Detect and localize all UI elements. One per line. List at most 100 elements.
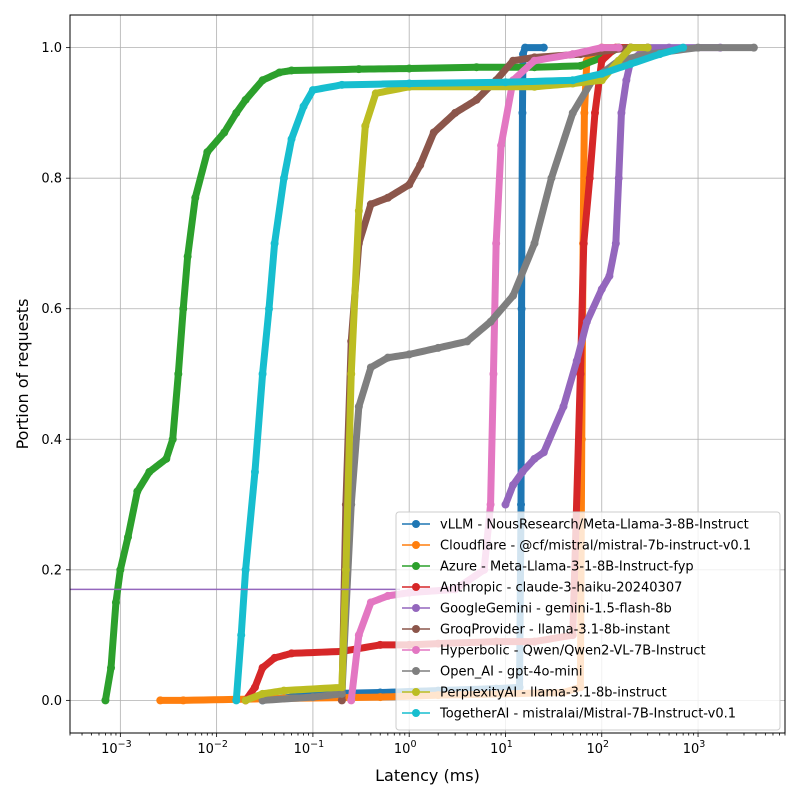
data-point	[308, 86, 317, 95]
data-point	[337, 696, 346, 705]
x-axis-label: Latency (ms)	[375, 766, 480, 785]
data-point	[429, 128, 438, 137]
x-tick-label: 102	[586, 739, 609, 757]
data-point	[416, 161, 425, 170]
data-point	[383, 591, 392, 600]
data-point	[614, 43, 623, 52]
data-point	[582, 317, 591, 326]
data-point	[354, 631, 363, 640]
data-point	[376, 640, 385, 649]
data-point	[337, 683, 346, 692]
x-tick-label: 103	[683, 739, 706, 757]
data-point	[237, 631, 246, 640]
data-point	[275, 68, 284, 77]
data-point	[472, 63, 481, 72]
data-point	[597, 76, 606, 85]
data-point	[258, 696, 267, 705]
data-point	[232, 696, 241, 705]
data-point	[509, 480, 518, 489]
series-line-core	[350, 46, 619, 701]
y-axis-label: Portion of requests	[13, 299, 32, 450]
data-point	[501, 500, 510, 509]
data-point	[241, 95, 250, 104]
data-point	[220, 128, 229, 137]
legend-label: GroqProvider - llama-3.1-8b-instant	[440, 623, 670, 638]
x-tick-label: 10−2	[197, 739, 228, 757]
data-point	[530, 239, 539, 248]
data-point	[547, 174, 556, 183]
data-point	[366, 200, 375, 209]
data-point	[643, 43, 652, 52]
data-point	[539, 43, 548, 52]
data-point	[341, 565, 350, 574]
data-point	[517, 500, 526, 509]
y-axis-ticks: 0.0 0.2 0.4 0.6 0.8 1.0	[41, 41, 70, 709]
legend-marker	[412, 604, 420, 612]
data-point	[472, 95, 481, 104]
data-point	[572, 356, 581, 365]
legend-label: TogetherAI - mistralai/Mistral-7B-Instru…	[439, 707, 736, 722]
data-point	[694, 43, 703, 52]
data-point	[258, 370, 267, 378]
data-point	[308, 693, 317, 702]
data-point	[279, 686, 288, 695]
data-point	[299, 102, 308, 111]
data-point	[376, 693, 385, 702]
legend-entry: Hyperbolic - Qwen/Qwen2-VL-7B-Instruct	[402, 644, 706, 659]
data-point	[497, 141, 506, 150]
legend-label: GoogleGemini - gemini-1.5-flash-8b	[440, 602, 672, 617]
data-point	[405, 64, 414, 73]
data-point	[287, 649, 296, 658]
x-tick-label: 101	[490, 739, 513, 757]
data-point	[258, 76, 267, 85]
data-point	[590, 108, 599, 117]
data-point	[232, 108, 241, 117]
y-tick-label: 0.0	[41, 694, 62, 709]
data-point	[405, 79, 414, 88]
data-point	[366, 598, 375, 607]
data-point	[509, 56, 518, 65]
data-point	[655, 50, 664, 59]
series-9	[232, 43, 688, 705]
data-point	[101, 696, 110, 705]
data-point	[145, 467, 154, 476]
data-point	[203, 148, 212, 157]
data-point	[501, 78, 510, 87]
data-point	[405, 350, 414, 359]
data-point	[626, 59, 635, 68]
data-point	[585, 174, 594, 183]
data-point	[265, 304, 274, 313]
data-point	[347, 370, 356, 378]
data-point	[597, 56, 606, 65]
data-point	[174, 370, 183, 378]
data-point	[489, 370, 498, 378]
data-point	[241, 696, 250, 705]
data-point	[133, 487, 142, 496]
data-point	[250, 683, 259, 692]
legend-marker	[412, 520, 420, 528]
data-point	[576, 61, 585, 70]
data-point	[366, 363, 375, 372]
data-point	[354, 402, 363, 411]
data-point	[111, 598, 120, 607]
legend-label: Cloudflare - @cf/mistral/mistral-7b-inst…	[440, 539, 751, 554]
data-point	[279, 174, 288, 183]
data-point	[270, 239, 279, 248]
legend-marker	[412, 646, 420, 654]
data-point	[383, 193, 392, 202]
legend-entry: vLLM - NousResearch/Meta-Llama-3-8B-Inst…	[402, 518, 749, 533]
y-tick-label: 0.2	[41, 563, 62, 578]
data-point	[405, 180, 414, 189]
legend-label: PerplexityAI - llama-3.1-8b-instruct	[440, 686, 667, 701]
legend-label: Open_AI - gpt-4o-mini	[440, 665, 582, 680]
legend-entry: Open_AI - gpt-4o-mini	[402, 665, 582, 680]
data-point	[626, 43, 635, 52]
data-point	[451, 108, 460, 117]
data-point	[597, 43, 606, 52]
data-point	[614, 174, 623, 183]
data-point	[168, 435, 177, 444]
legend-entry: Cloudflare - @cf/mistral/mistral-7b-inst…	[402, 539, 751, 554]
data-point	[568, 76, 577, 85]
data-point	[530, 56, 539, 65]
data-point	[156, 696, 165, 705]
